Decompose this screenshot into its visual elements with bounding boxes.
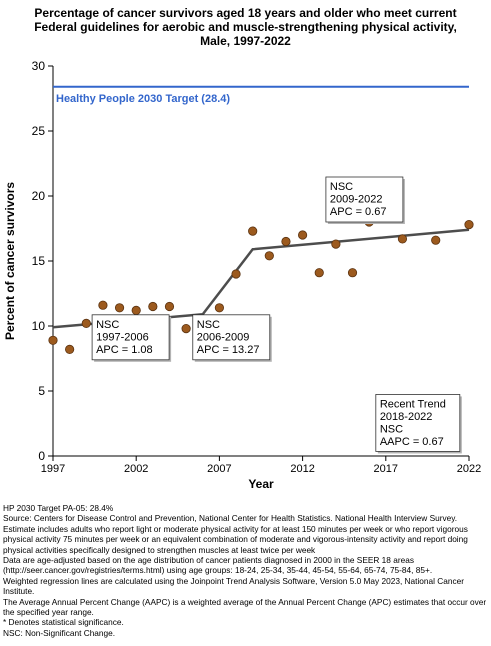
footnote-significance: * Denotes statistical significance.	[3, 617, 124, 628]
x-tick-label: 2012	[290, 463, 314, 475]
footnote-source: Source: Centers for Disease Control and …	[3, 513, 458, 524]
x-tick-label: 2007	[207, 463, 231, 475]
x-tick-label: 2002	[124, 463, 148, 475]
footnote-age-adjusted: Data are age-adjusted based on the age d…	[3, 555, 433, 576]
chart-plot: 0 5 10 15 20 25 30 1997 2002 2007 2012 2017 2022 Year…	[3, 59, 481, 491]
footnote-estimate: Estimate includes adults who report ligh…	[3, 523, 468, 555]
data-point	[181, 323, 191, 334]
y-tick-label: 30	[32, 59, 46, 73]
x-tick-label: 1997	[41, 463, 65, 475]
data-point	[314, 268, 324, 278]
data-point	[164, 301, 175, 312]
annotation-text: Recent Trend	[380, 398, 446, 410]
footnote-aapc: The Average Annual Percent Change (AAPC)…	[3, 596, 487, 618]
y-tick-label: 15	[32, 254, 46, 268]
data-point	[98, 300, 108, 310]
data-point	[281, 236, 291, 247]
annotation-text: APC = 13.27	[197, 344, 260, 356]
target-label: Healthy People 2030 Target (28.4)	[56, 93, 230, 105]
annotation-box	[192, 314, 271, 361]
data-point	[347, 268, 358, 278]
y-tick-label: 20	[32, 189, 46, 203]
annotation-text: APC = 0.67	[330, 206, 387, 218]
footnote-hp-target: HP 2030 Target PA-05: 28.4%	[3, 503, 114, 513]
title-line-3: Male, 1997-2022	[200, 34, 291, 48]
x-tick-label: 2022	[457, 463, 481, 475]
x-axis-label: Year	[248, 477, 274, 491]
data-point	[81, 318, 91, 328]
annotation-text: NSC	[197, 319, 220, 331]
footnote-nsc: NSC: Non-Significant Change.	[3, 627, 116, 638]
data-point	[131, 305, 141, 315]
data-point	[65, 344, 75, 354]
annotation-box	[375, 394, 461, 452]
annotation-text: 2009-2022	[330, 194, 383, 206]
data-point	[248, 226, 258, 236]
trend-line	[52, 228, 470, 329]
annotation-text: APC = 1.08	[96, 344, 153, 356]
data-point	[297, 230, 308, 240]
data-point	[397, 234, 408, 244]
annotation-text: 2006-2009	[197, 331, 250, 343]
annotation-text: NSC	[380, 423, 403, 435]
data-point	[464, 220, 474, 230]
annotation-text: NSC	[330, 181, 353, 193]
data-point	[264, 251, 274, 261]
annotation-text: 2018-2022	[380, 411, 433, 423]
footnote-regression: Weighted regression lines are calculated…	[3, 575, 465, 597]
annotation-text: NSC	[96, 319, 119, 331]
y-tick-label: 25	[32, 124, 46, 138]
y-tick-label: 10	[32, 319, 46, 333]
annotation-box	[91, 314, 170, 361]
title-line-1: Percentage of cancer survivors aged 18 y…	[34, 6, 457, 20]
data-point	[114, 303, 125, 313]
data-point	[231, 269, 241, 279]
data-point	[331, 239, 341, 249]
annotation-text: AAPC = 0.67	[380, 436, 444, 448]
y-tick-label: 5	[38, 384, 45, 398]
data-point	[48, 335, 58, 345]
title-line-2: Federal guidelines for aerobic and muscl…	[34, 20, 457, 34]
annotation-box	[325, 176, 404, 223]
annotation-text: 1997-2006	[96, 331, 149, 343]
x-tick-label: 2017	[374, 463, 398, 475]
data-point	[431, 235, 441, 245]
chart-title: Percentage of cancer survivors aged 18 y…	[0, 6, 491, 48]
y-tick-label: 0	[38, 449, 45, 463]
data-point	[148, 301, 158, 312]
footnotes: HP 2030 Target PA-05: 28.4% Source: Cent…	[3, 503, 489, 638]
data-point	[214, 303, 224, 313]
y-axis-label: Percent of cancer survivors	[3, 182, 17, 340]
